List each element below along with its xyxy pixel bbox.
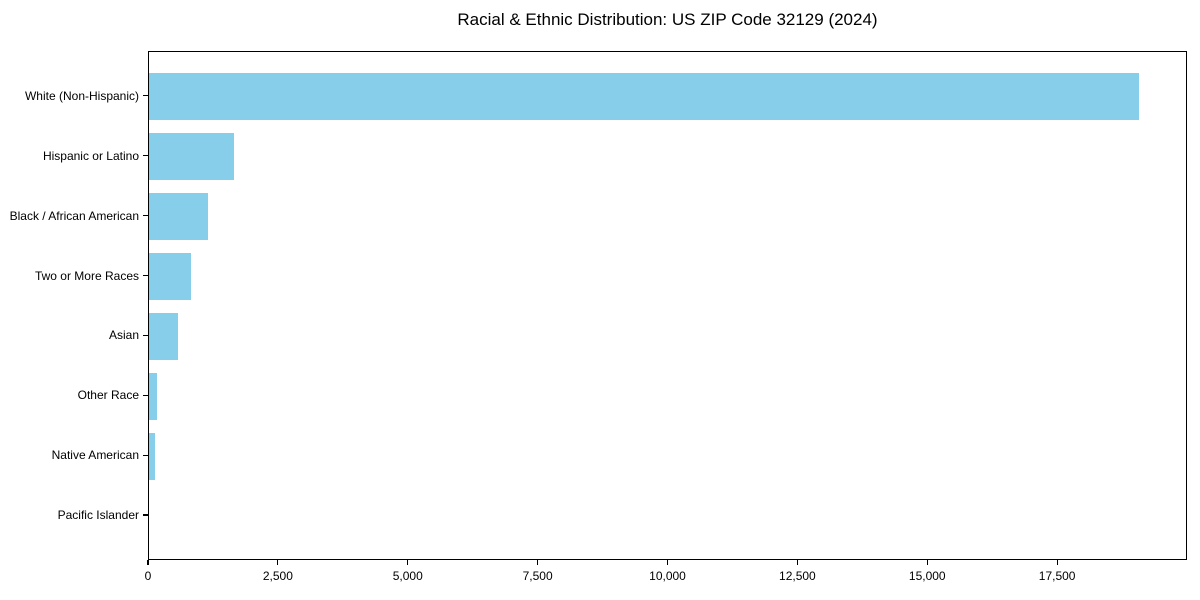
x-axis-tick [407,560,409,565]
x-axis-label: 17,500 [1038,569,1076,583]
plot-area [148,51,1187,560]
bar-white-non-hispanic [149,73,1140,121]
bar-hispanic-or-latino [149,133,234,181]
bar-native-american [149,432,155,480]
y-axis-label: Native American [51,448,139,463]
x-axis-tick [796,560,798,565]
x-axis-tick [666,560,669,565]
y-axis-tick [143,155,148,157]
x-axis-label: 5,000 [392,569,423,583]
y-axis-tick [143,215,148,217]
y-axis-label: Hispanic or Latino [42,148,139,163]
x-axis-label: 10,000 [649,569,686,583]
x-axis-tick [926,560,928,565]
x-axis-label: 7,500 [522,569,553,583]
bar-asian [149,312,178,360]
y-axis-label: Other Race [77,388,139,403]
y-axis-label: Black / African American [9,208,139,223]
x-axis-tick [277,560,279,565]
x-axis-label: 2,500 [262,569,293,583]
y-axis-tick [143,95,148,97]
y-axis-label: Pacific Islander [57,508,139,523]
y-axis-tick [143,454,148,456]
y-axis-tick [143,394,148,396]
x-axis-label: 12,500 [779,569,816,583]
y-axis-label: Asian [108,328,139,343]
bar-black-african-american [149,193,208,241]
y-axis-label: White (Non-Hispanic) [24,88,139,103]
chart-title: Racial & Ethnic Distribution: US ZIP Cod… [457,10,878,29]
y-axis-tick [143,334,148,337]
x-axis-tick [147,560,149,565]
x-axis-label: 0 [144,569,152,583]
y-axis-label: Two or More Races [34,268,139,283]
y-axis-tick [143,514,148,516]
y-axis-tick [143,274,148,277]
x-axis-tick [537,560,539,565]
bar-two-or-more-races [149,253,192,301]
x-axis-label: 15,000 [908,569,946,583]
x-axis-tick [1056,560,1058,565]
bar-other-race [149,372,157,420]
